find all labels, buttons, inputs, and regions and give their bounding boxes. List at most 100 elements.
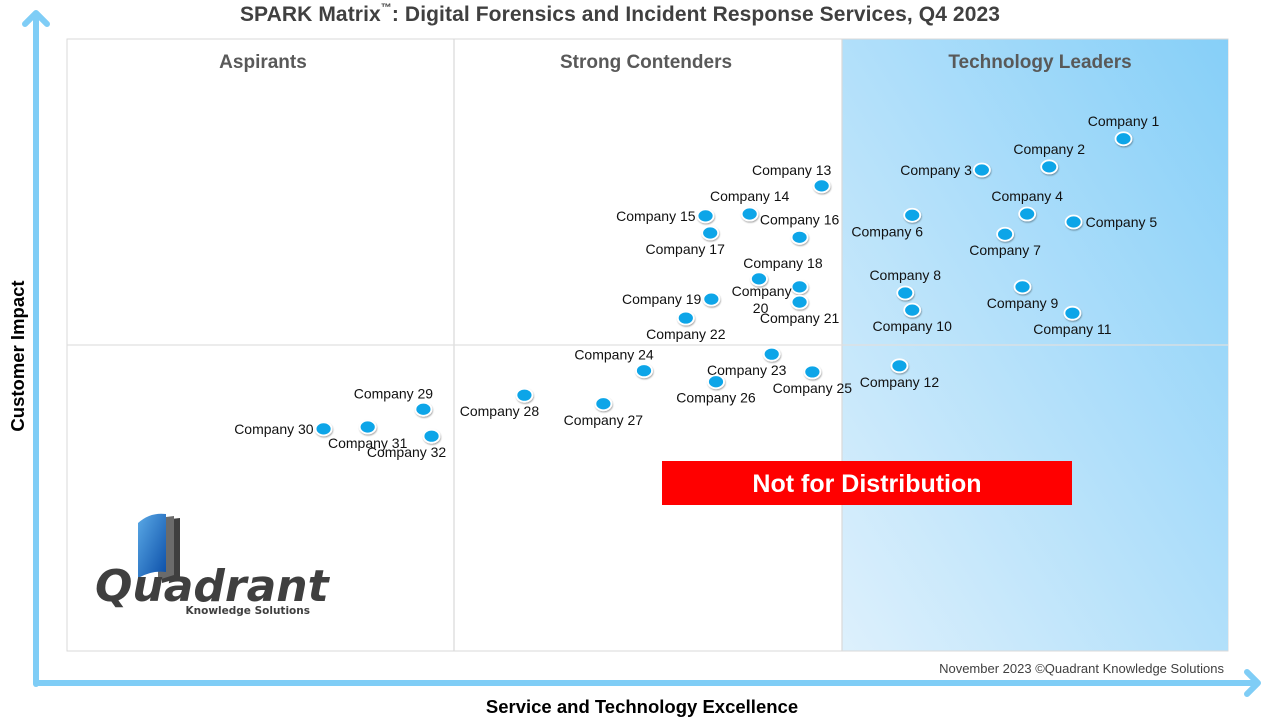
point-label: Company 1: [1088, 113, 1160, 129]
logo-wordmark: Quadrant: [95, 561, 331, 612]
point-marker: [1018, 206, 1037, 222]
point-marker: [1063, 305, 1082, 321]
point-label: Company 10: [873, 318, 953, 334]
point-label: Company 6: [851, 223, 923, 239]
data-point: Company 4: [991, 188, 1063, 222]
data-point: Company 14: [710, 188, 790, 222]
point-marker: [515, 387, 534, 403]
quadrant-label-technology-leaders: Technology Leaders: [948, 52, 1131, 73]
data-point: Company 23: [707, 346, 787, 378]
point-marker: [790, 229, 809, 245]
point-label: Company 7: [969, 242, 1041, 258]
chart-title: SPARK Matrix™: Digital Forensics and Inc…: [0, 2, 1240, 27]
not-for-distribution-banner: Not for Distribution: [662, 461, 1072, 505]
point-marker: [1040, 159, 1059, 175]
data-point: Company 25: [773, 364, 853, 396]
point-label: Company 28: [460, 403, 540, 419]
point-label: Company 8: [869, 267, 941, 283]
point-label: Company 19: [622, 291, 702, 307]
point-label: Company 26: [676, 390, 756, 406]
point-marker: [358, 419, 377, 435]
data-point: Company 31: [328, 419, 408, 451]
point-marker: [972, 162, 991, 178]
data-point: Company 28: [460, 387, 540, 419]
point-label: Company 29: [354, 385, 434, 401]
point-label: Company 31: [328, 435, 408, 451]
point-marker: [635, 363, 653, 379]
point-marker: [314, 421, 333, 437]
point-marker: [696, 208, 715, 224]
point-label: Company 4: [991, 188, 1063, 204]
data-point: Company 17: [645, 225, 725, 257]
data-point: Company 29: [354, 385, 434, 417]
point-label: Company 14: [710, 188, 790, 204]
data-point: Company 21: [760, 294, 839, 326]
point-label: Company 30: [234, 421, 314, 437]
point-label: Company 32: [367, 444, 447, 460]
point-label: Company 9: [987, 295, 1059, 311]
data-point: Company 9: [987, 279, 1059, 311]
logo-tagline: Knowledge Solutions: [186, 605, 310, 617]
point-marker: [701, 225, 720, 241]
point-label: Company 13: [752, 162, 832, 178]
data-point: Company 22: [646, 310, 726, 342]
point-label: Company 27: [564, 412, 644, 428]
data-point: Company 24: [574, 347, 654, 379]
title-main: SPARK Matrix: [239, 3, 381, 26]
point-marker: [1114, 131, 1133, 147]
data-point: Company 15: [616, 208, 715, 224]
point-label: Company 12: [860, 374, 940, 390]
data-point: Company 30: [234, 421, 333, 437]
quadrant-label-aspirants: Aspirants: [219, 52, 307, 73]
y-axis-title: Customer Impact: [7, 280, 28, 431]
point-marker: [740, 206, 759, 222]
x-axis-title: Service and Technology Excellence: [486, 696, 798, 717]
point-label: Company 25: [773, 380, 853, 396]
data-point: Company 26: [676, 374, 756, 406]
point-label: Company 17: [645, 241, 725, 257]
point-marker: [790, 294, 809, 310]
data-point: Company 18: [743, 255, 823, 287]
point-marker: [594, 396, 613, 412]
point-marker: [676, 310, 695, 326]
point-label: Company: [732, 283, 792, 299]
data-point: Company 2: [1013, 141, 1085, 175]
point-marker: [1064, 214, 1083, 230]
trademark-mark: ™: [380, 2, 392, 14]
data-point: Company 27: [564, 396, 644, 428]
data-point: Company 19: [622, 291, 721, 307]
data-point: Company 32: [367, 428, 447, 460]
point-marker: [890, 358, 909, 374]
data-point: Company 6: [851, 207, 923, 239]
point-label: Company 3: [900, 162, 972, 178]
x-axis-arrow: [33, 669, 1261, 697]
data-point: Company 8: [869, 267, 941, 301]
data-point: Company 7: [969, 226, 1041, 258]
point-label: Company 5: [1086, 214, 1158, 230]
book-icon: [138, 513, 180, 583]
point-marker: [790, 279, 809, 295]
data-point: Company 12: [860, 358, 940, 390]
point-marker: [903, 207, 922, 223]
point-marker: [903, 302, 922, 318]
data-point: Company 13: [752, 162, 832, 194]
point-marker: [1013, 279, 1032, 295]
point-label: Company 23: [707, 362, 787, 378]
quadrant-logo: Quadrant Knowledge Solutions: [95, 513, 331, 617]
point-marker: [803, 364, 822, 380]
point-marker: [762, 346, 781, 362]
watermark-text: Not for Distribution: [752, 470, 981, 498]
point-label: Company 18: [743, 255, 823, 271]
point-label: Company 24: [574, 347, 654, 363]
copyright-footer: November 2023 ©Quadrant Knowledge Soluti…: [939, 661, 1224, 676]
data-point: Company 3: [900, 162, 991, 178]
data-point: Company 10: [873, 302, 953, 334]
point-marker: [422, 428, 441, 444]
point-marker: [996, 226, 1014, 242]
point-label: 20: [753, 300, 769, 316]
point-marker: [707, 374, 725, 390]
point-label: Company 16: [760, 211, 840, 227]
data-point: Company 11: [1033, 305, 1112, 337]
